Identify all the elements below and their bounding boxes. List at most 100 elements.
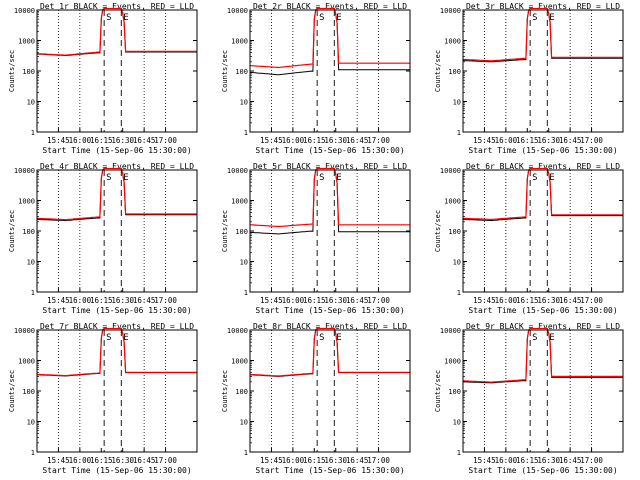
series-lld [249, 167, 410, 228]
panel-det-2: Det 2r BLACK = Events, RED = LLD S E 1 10 100… [221, 2, 411, 155]
y-tick-label: 10000 [14, 327, 35, 335]
x-tick-label: 16:45 [559, 136, 582, 145]
x-axis-label: Start Time (15-Sep-06 15:30:00) [255, 466, 404, 475]
plot-frame [36, 169, 198, 293]
flare-end-label: E [336, 333, 341, 343]
y-tick-label: 1000 [231, 38, 248, 46]
panel-title: Det 1r BLACK = Events, RED = LLD [40, 2, 194, 11]
y-axis-label: Counts/sec [434, 210, 442, 252]
x-tick-label: 16:30 [324, 456, 347, 465]
x-tick-label: 16:00 [495, 136, 518, 145]
y-tick-label: 10 [27, 99, 35, 107]
panel-title: Det 2r BLACK = Events, RED = LLD [253, 2, 407, 11]
series-lld [462, 7, 623, 62]
x-tick-label: 16:45 [559, 456, 582, 465]
y-tick-label: 100 [448, 68, 461, 76]
x-tick-label: 16:00 [495, 456, 518, 465]
x-tick-label: 17:00 [367, 456, 390, 465]
x-tick-label: 16:45 [133, 456, 156, 465]
y-axis-label: Counts/sec [8, 50, 16, 92]
y-tick-label: 1000 [18, 358, 35, 366]
y-tick-label: 10000 [440, 327, 461, 335]
x-tick-label: 16:30 [324, 296, 347, 305]
x-tick-label: 15:45 [473, 456, 496, 465]
x-tick-label: 17:00 [580, 136, 603, 145]
x-tick-label: 15:45 [473, 296, 496, 305]
y-tick-label: 100 [448, 228, 461, 236]
x-tick-label: 16:15 [90, 136, 113, 145]
flare-start-label: S [319, 333, 324, 343]
y-tick-label: 1000 [231, 358, 248, 366]
series-events [249, 328, 410, 377]
x-tick-label: 16:15 [90, 296, 113, 305]
y-tick-label: 10000 [440, 167, 461, 175]
panel-det-1: Det 1r BLACK = Events, RED = LLD S E 1 10 100… [8, 2, 198, 155]
y-tick-label: 10 [27, 259, 35, 267]
x-axis-label: Start Time (15-Sep-06 15:30:00) [255, 306, 404, 315]
x-axis-label: Start Time (15-Sep-06 15:30:00) [468, 466, 617, 475]
x-tick-label: 16:15 [90, 456, 113, 465]
x-tick-label: 16:30 [324, 136, 347, 145]
x-tick-label: 15:45 [47, 136, 70, 145]
series-lld [249, 327, 410, 377]
plot-frame [462, 9, 624, 133]
y-tick-label: 10 [453, 419, 461, 427]
panel-title: Det 5r BLACK = Events, RED = LLD [253, 162, 407, 171]
y-axis-label: Counts/sec [8, 210, 16, 252]
y-tick-label: 1000 [18, 38, 35, 46]
y-tick-label: 10000 [227, 167, 248, 175]
panel-det-4: Det 4r BLACK = Events, RED = LLD S E 1 10 100… [8, 162, 198, 315]
y-axis-label: Counts/sec [221, 50, 229, 92]
y-tick-label: 1 [244, 289, 248, 297]
panel-title: Det 3r BLACK = Events, RED = LLD [466, 2, 620, 11]
series-events [37, 328, 197, 377]
x-axis-label: Start Time (15-Sep-06 15:30:00) [42, 306, 191, 315]
x-tick-label: 17:00 [367, 136, 390, 145]
plot-frame [462, 329, 624, 453]
flare-start-label: S [319, 173, 324, 183]
panel-title: Det 8r BLACK = Events, RED = LLD [253, 322, 407, 331]
y-axis-label: Counts/sec [221, 370, 229, 412]
y-tick-label: 10 [453, 99, 461, 107]
flare-end-label: E [549, 173, 554, 183]
y-tick-label: 10 [240, 259, 248, 267]
x-axis-label: Start Time (15-Sep-06 15:30:00) [255, 146, 404, 155]
y-axis-label: Counts/sec [8, 370, 16, 412]
flare-end-label: E [336, 173, 341, 183]
y-tick-label: 1 [457, 449, 461, 457]
x-tick-label: 15:45 [260, 136, 283, 145]
plot-frame [36, 329, 198, 453]
y-tick-label: 10 [240, 419, 248, 427]
x-tick-label: 16:00 [282, 456, 305, 465]
y-tick-label: 1 [457, 289, 461, 297]
x-tick-label: 15:45 [47, 456, 70, 465]
y-axis-label: Counts/sec [434, 50, 442, 92]
x-tick-label: 16:30 [537, 456, 560, 465]
y-tick-label: 100 [22, 388, 35, 396]
x-tick-label: 16:45 [133, 136, 156, 145]
x-tick-label: 16:30 [537, 296, 560, 305]
x-tick-label: 16:00 [69, 296, 92, 305]
y-tick-label: 1000 [18, 198, 35, 206]
x-tick-label: 16:45 [133, 296, 156, 305]
x-axis-label: Start Time (15-Sep-06 15:30:00) [42, 466, 191, 475]
y-tick-label: 1 [244, 449, 248, 457]
flare-end-label: E [549, 13, 554, 23]
plot-frame [462, 169, 624, 293]
y-tick-label: 1000 [444, 358, 461, 366]
x-tick-label: 16:15 [516, 296, 539, 305]
y-tick-label: 10 [453, 259, 461, 267]
series-lld [37, 7, 197, 56]
x-axis-label: Start Time (15-Sep-06 15:30:00) [468, 306, 617, 315]
y-tick-label: 1 [31, 289, 35, 297]
series-events [463, 8, 623, 63]
x-tick-label: 17:00 [154, 296, 177, 305]
x-tick-label: 16:45 [559, 296, 582, 305]
flare-end-label: E [336, 13, 341, 23]
flare-start-label: S [106, 173, 111, 183]
x-tick-label: 15:45 [260, 456, 283, 465]
x-tick-label: 16:00 [282, 136, 305, 145]
x-axis-label: Start Time (15-Sep-06 15:30:00) [468, 146, 617, 155]
y-tick-label: 1000 [231, 198, 248, 206]
flare-end-label: E [123, 333, 128, 343]
